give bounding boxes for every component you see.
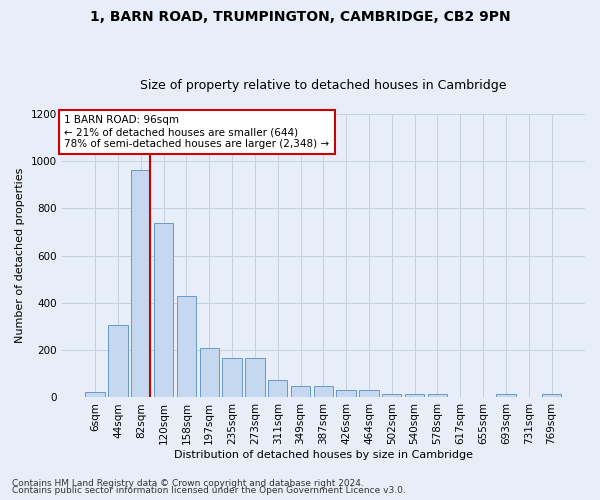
Bar: [223, 358, 242, 398]
Bar: [542, 394, 561, 398]
Bar: [200, 348, 219, 398]
Bar: [108, 326, 128, 398]
Bar: [359, 390, 379, 398]
Text: 1 BARN ROAD: 96sqm
← 21% of detached houses are smaller (644)
78% of semi-detach: 1 BARN ROAD: 96sqm ← 21% of detached hou…: [64, 116, 329, 148]
Bar: [337, 390, 356, 398]
Bar: [177, 296, 196, 398]
Bar: [268, 380, 287, 398]
Bar: [314, 386, 333, 398]
Bar: [245, 358, 265, 398]
Bar: [382, 394, 401, 398]
Bar: [291, 386, 310, 398]
Bar: [131, 170, 151, 398]
Bar: [405, 394, 424, 398]
Text: Contains public sector information licensed under the Open Government Licence v3: Contains public sector information licen…: [12, 486, 406, 495]
Y-axis label: Number of detached properties: Number of detached properties: [15, 168, 25, 344]
Bar: [496, 394, 515, 398]
Bar: [85, 392, 105, 398]
Bar: [428, 394, 447, 398]
Title: Size of property relative to detached houses in Cambridge: Size of property relative to detached ho…: [140, 79, 506, 92]
Text: 1, BARN ROAD, TRUMPINGTON, CAMBRIDGE, CB2 9PN: 1, BARN ROAD, TRUMPINGTON, CAMBRIDGE, CB…: [89, 10, 511, 24]
Bar: [154, 222, 173, 398]
Text: Contains HM Land Registry data © Crown copyright and database right 2024.: Contains HM Land Registry data © Crown c…: [12, 478, 364, 488]
X-axis label: Distribution of detached houses by size in Cambridge: Distribution of detached houses by size …: [174, 450, 473, 460]
